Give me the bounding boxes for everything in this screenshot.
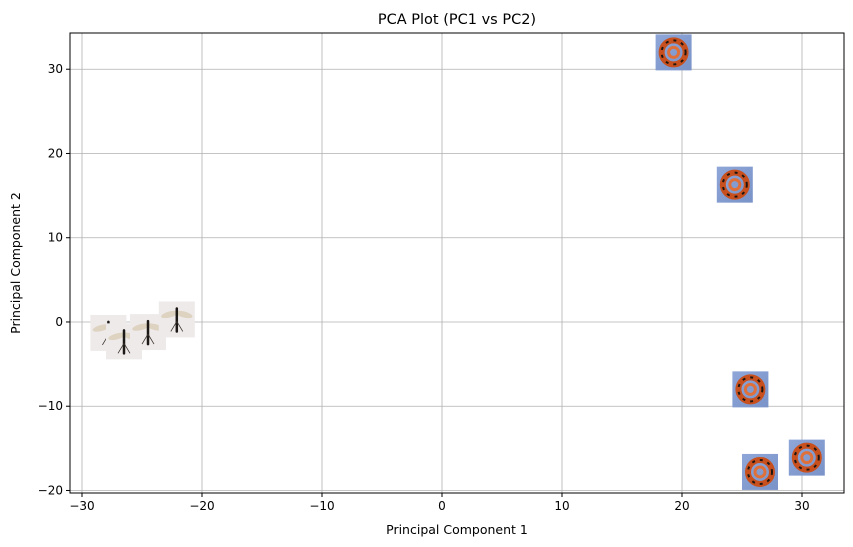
y-tick-label: 0: [55, 315, 63, 329]
y-tick-label: 30: [48, 62, 63, 76]
x-tick-label: 20: [674, 499, 689, 513]
snake-thumbnail-point: [788, 439, 825, 476]
insect-thumbnail-point: [158, 301, 195, 338]
y-axis-ticks: −20 −10 0 10 20 30: [38, 62, 70, 497]
y-tick-label: −10: [38, 399, 63, 413]
x-axis-label: Principal Component 1: [386, 522, 528, 537]
x-tick-label: 10: [554, 499, 569, 513]
x-tick-label: −20: [189, 499, 214, 513]
snake-thumbnail-point: [716, 166, 753, 203]
y-tick-label: 10: [48, 231, 63, 245]
scatter-points: [90, 34, 825, 490]
snake-thumbnail-point: [732, 371, 769, 408]
y-tick-label: 20: [48, 146, 63, 160]
chart-title: PCA Plot (PC1 vs PC2): [378, 12, 536, 28]
y-tick-label: −20: [38, 483, 63, 497]
x-tick-label: 0: [438, 499, 446, 513]
snake-thumbnail-point: [742, 453, 778, 490]
x-tick-label: 30: [794, 499, 809, 513]
x-axis-ticks: −30 −20 −10 0 10 20 30: [69, 493, 810, 513]
y-axis-label: Principal Component 2: [8, 192, 23, 334]
x-tick-label: −30: [69, 499, 94, 513]
grid-lines: [70, 33, 844, 493]
x-tick-label: −10: [309, 499, 334, 513]
snake-thumbnail-point: [655, 34, 692, 71]
plot-frame: [69, 32, 845, 494]
